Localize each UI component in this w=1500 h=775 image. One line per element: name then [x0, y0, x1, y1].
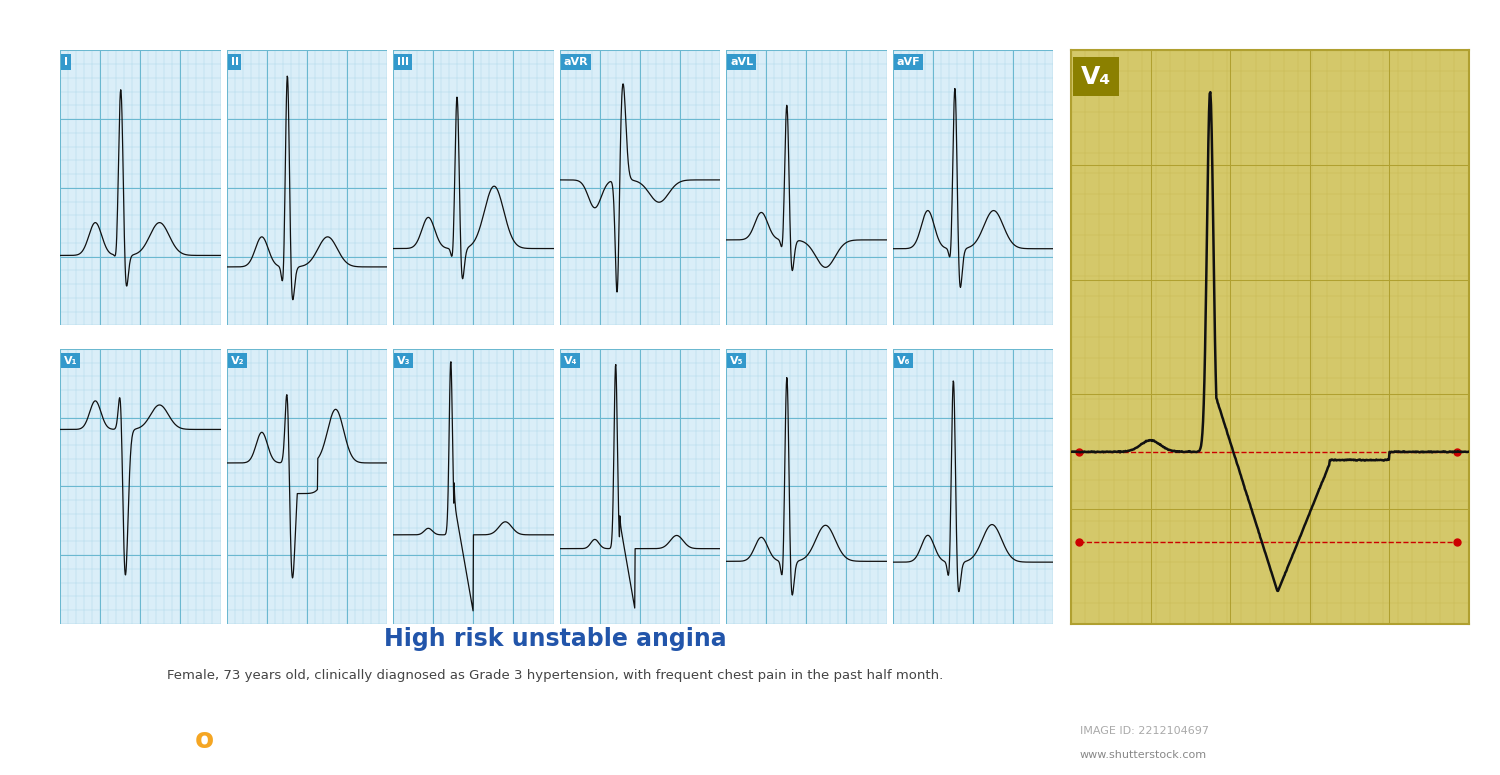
- Text: shutterst: shutterst: [50, 725, 195, 753]
- Text: IMAGE ID: 2212104697: IMAGE ID: 2212104697: [1080, 725, 1209, 735]
- Text: aVF: aVF: [897, 57, 920, 67]
- Text: V₃: V₃: [398, 356, 411, 366]
- Text: V₆: V₆: [897, 356, 910, 366]
- Text: III: III: [398, 57, 410, 67]
- Text: ck®: ck®: [292, 725, 356, 753]
- Text: I: I: [64, 57, 68, 67]
- Text: V₄: V₄: [1082, 64, 1112, 88]
- Text: V₁: V₁: [64, 356, 78, 366]
- Text: High risk unstable angina: High risk unstable angina: [384, 628, 726, 651]
- Text: www.shutterstock.com: www.shutterstock.com: [1080, 749, 1208, 760]
- Text: V₂: V₂: [231, 356, 244, 366]
- Text: aVL: aVL: [730, 57, 753, 67]
- Text: V₄: V₄: [564, 356, 578, 366]
- Text: aVR: aVR: [564, 57, 588, 67]
- Text: Female, 73 years old, clinically diagnosed as Grade 3 hypertension, with frequen: Female, 73 years old, clinically diagnos…: [166, 670, 944, 682]
- Text: V₅: V₅: [730, 356, 744, 366]
- Text: II: II: [231, 57, 238, 67]
- Text: o: o: [195, 725, 214, 753]
